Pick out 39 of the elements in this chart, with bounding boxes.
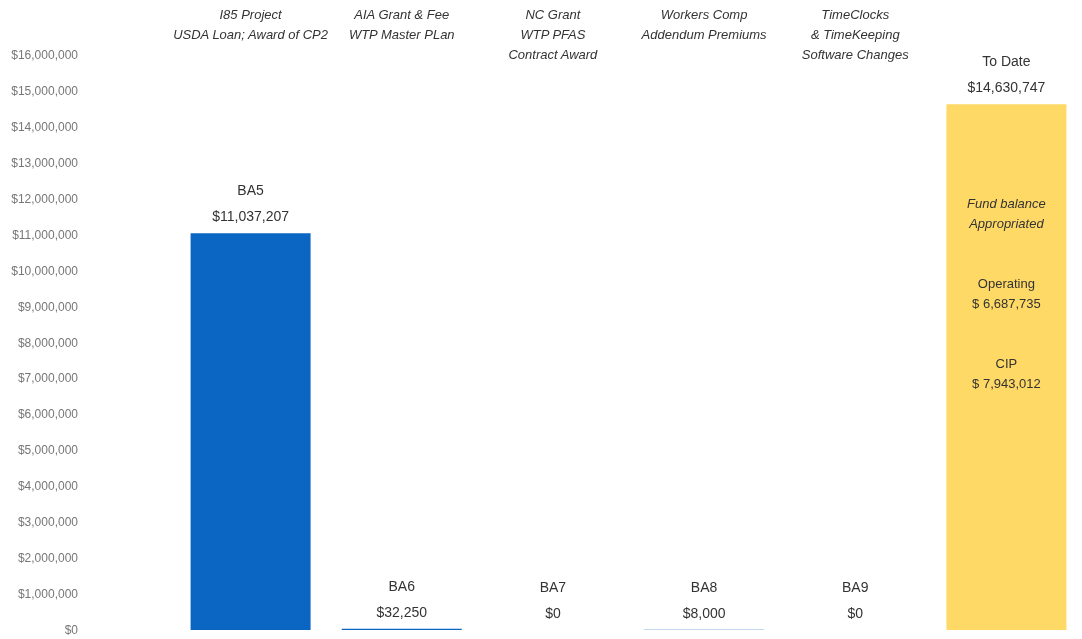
y-tick-label: $13,000,000 bbox=[11, 155, 79, 170]
annotation: NC Grant WTP PFAS Contract Award bbox=[508, 6, 599, 62]
x-tick-label: BA8 bbox=[690, 578, 718, 595]
y-tick-label: $0 bbox=[64, 623, 79, 637]
data-label: $0 bbox=[847, 605, 864, 621]
x-tick-label: To Date bbox=[982, 53, 1031, 70]
annotation: Operating $ 6,687,735 bbox=[972, 275, 1041, 311]
y-tick-label: $14,000,000 bbox=[11, 119, 79, 134]
y-tick-label: $5,000,000 bbox=[17, 443, 79, 458]
data-label: $14,630,747 bbox=[967, 79, 1046, 96]
y-tick-label: $15,000,000 bbox=[11, 83, 79, 98]
text: AIA Grant & Fee WTP Master PLan bbox=[348, 6, 455, 42]
data-label: $32,250 bbox=[376, 603, 428, 620]
x-tick-label: BA6 bbox=[388, 577, 416, 594]
x-tick-label: BA7 bbox=[539, 579, 567, 595]
y-tick-label: $8,000,000 bbox=[17, 335, 79, 350]
annotation: Fund balance Appropriated bbox=[967, 195, 1046, 231]
data-label: $8,000 bbox=[682, 604, 726, 621]
y-tick-label: $6,000,000 bbox=[17, 407, 79, 422]
bar bbox=[190, 233, 311, 630]
x-tick-label: BA5 bbox=[237, 182, 265, 199]
y-tick-label: $10,000,000 bbox=[11, 263, 79, 278]
annotation: CIP $ 7,943,012 bbox=[972, 355, 1041, 391]
y-tick-label: $11,000,000 bbox=[12, 227, 79, 242]
x-tick-label: BA9 bbox=[842, 579, 869, 595]
bar bbox=[946, 104, 1067, 630]
y-tick-label: $2,000,000 bbox=[17, 551, 79, 566]
text: Workers Comp Addendum Premiums bbox=[640, 6, 768, 42]
data-label: $11,037,207 bbox=[212, 208, 290, 225]
y-tick-label: $7,000,000 bbox=[17, 371, 79, 386]
y-tick-label: $9,000,000 bbox=[17, 299, 79, 314]
y-tick-label: $16,000,000 bbox=[11, 48, 79, 62]
data-label: $0 bbox=[545, 605, 561, 621]
annotation: TimeClocks & TimeKeeping Software Changes bbox=[801, 6, 910, 62]
y-tick-label: $4,000,000 bbox=[17, 479, 79, 494]
text: I85 Project USDA Loan; Award of CP2 bbox=[173, 6, 329, 42]
y-tick-label: $12,000,000 bbox=[11, 191, 79, 206]
y-tick-label: $3,000,000 bbox=[17, 515, 79, 530]
y-tick-label: $1,000,000 bbox=[17, 587, 79, 602]
